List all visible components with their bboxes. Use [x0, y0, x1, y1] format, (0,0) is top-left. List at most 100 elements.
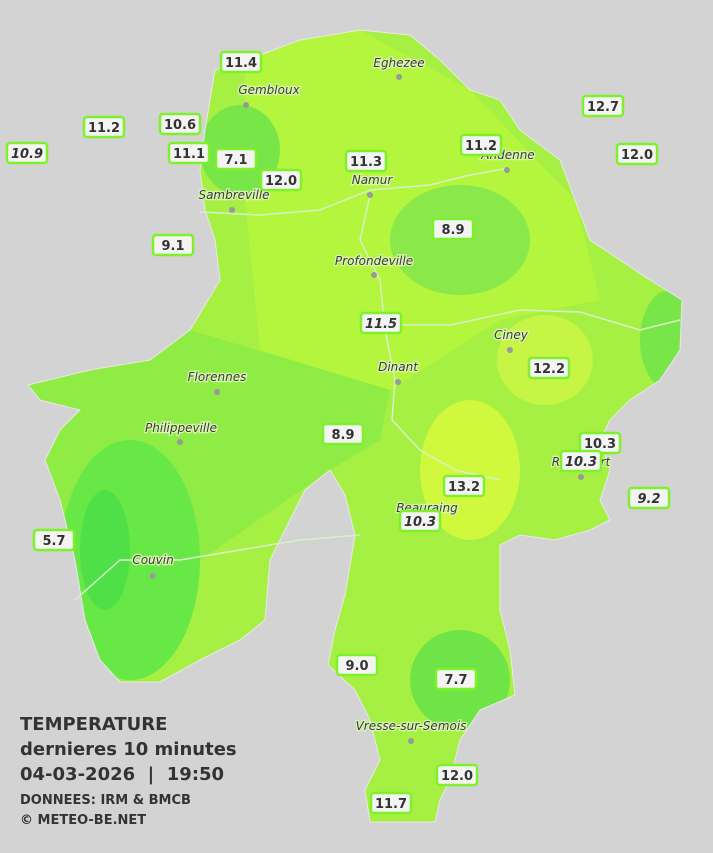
- city-dot: [504, 167, 510, 173]
- station: 11.7: [369, 791, 413, 815]
- station-box: [151, 233, 195, 257]
- station-value: 8.9: [331, 428, 354, 443]
- station-value: 11.3: [350, 155, 382, 170]
- station-box: [435, 763, 479, 787]
- city-dot: [507, 347, 513, 353]
- station-value: 10.3: [565, 455, 597, 470]
- station-box: [219, 50, 263, 74]
- city-dot: [214, 389, 220, 395]
- station: 11.1: [167, 141, 211, 165]
- station-box: [335, 653, 379, 677]
- station-box: [559, 449, 603, 473]
- copyright: © METEO-BE.NET: [20, 813, 146, 828]
- station: 11.2: [459, 133, 503, 157]
- station-value: 11.5: [365, 317, 397, 332]
- map-subtitle: dernieres 10 minutes: [20, 739, 237, 760]
- station-box: [259, 168, 303, 192]
- station-value: 12.0: [265, 174, 297, 189]
- station-box: [627, 486, 671, 510]
- station-value: 12.7: [587, 100, 619, 115]
- station-value: 13.2: [448, 480, 480, 495]
- station-box: [359, 311, 403, 335]
- station: 7.1: [214, 147, 258, 171]
- station-box: [321, 422, 365, 446]
- station: 10.3: [398, 509, 442, 533]
- station-value: 11.7: [375, 797, 407, 812]
- station-box: [527, 356, 571, 380]
- city-label: Namur: [352, 173, 394, 187]
- station: 12.7: [581, 94, 625, 118]
- city-dot: [371, 272, 377, 278]
- station-value: 8.9: [441, 223, 464, 238]
- station-box: [615, 142, 659, 166]
- city-label: Profondeville: [335, 254, 413, 268]
- city-label: Ciney: [494, 328, 529, 342]
- rivers: [74, 167, 681, 601]
- station: 11.2: [82, 115, 126, 139]
- station: 11.4: [219, 50, 263, 74]
- station: 13.2: [442, 474, 486, 498]
- station-value: 7.1: [224, 153, 247, 168]
- city-dot: [177, 439, 183, 445]
- station-value: 11.4: [225, 56, 257, 71]
- city-dot: [150, 573, 156, 579]
- station-box: [32, 528, 76, 552]
- city-label: Philippeville: [145, 421, 217, 435]
- station: 9.2: [627, 486, 671, 510]
- station-box: [344, 149, 388, 173]
- station-box: [5, 141, 49, 165]
- station-value: 12.0: [621, 148, 653, 163]
- station: 10.9: [5, 141, 49, 165]
- station-value: 5.7: [42, 534, 65, 549]
- map-datetime: 04-03-2026 | 19:50: [20, 764, 224, 785]
- city-label: Vresse-sur-Semois: [356, 719, 467, 733]
- station-value: 12.0: [441, 769, 473, 784]
- city-dot: [229, 207, 235, 213]
- city-label: Dinant: [378, 360, 419, 374]
- station: 12.0: [259, 168, 303, 192]
- station-box: [82, 115, 126, 139]
- station: 10.6: [158, 112, 202, 136]
- data-source: DONNEES: IRM & BMCB: [20, 793, 191, 808]
- station-value: 11.2: [465, 139, 497, 154]
- station-value: 12.2: [533, 362, 565, 377]
- city-label: Couvin: [132, 553, 173, 567]
- station: 7.7: [434, 667, 478, 691]
- station-value: 9.0: [345, 659, 368, 674]
- station: 11.5: [359, 311, 403, 335]
- city-label: Gembloux: [238, 83, 300, 97]
- city-dot: [395, 379, 401, 385]
- station: 5.7: [32, 528, 76, 552]
- station-value: 7.7: [444, 673, 467, 688]
- station: 12.0: [615, 142, 659, 166]
- station-value: 10.9: [11, 147, 43, 162]
- city-label: Florennes: [188, 370, 247, 384]
- station-box: [158, 112, 202, 136]
- station-box: [214, 147, 258, 171]
- station: 8.9: [431, 217, 475, 241]
- station-value: 11.2: [88, 121, 120, 136]
- station-box: [581, 94, 625, 118]
- station: 12.2: [527, 356, 571, 380]
- station: 9.0: [335, 653, 379, 677]
- city-dot: [367, 192, 373, 198]
- station: 10.3: [578, 431, 622, 455]
- station-value: 9.2: [637, 492, 660, 507]
- station: 12.0: [435, 763, 479, 787]
- station: 10.3: [559, 449, 603, 473]
- station-box: [434, 667, 478, 691]
- station-value: 9.1: [161, 239, 184, 254]
- city-dot: [408, 738, 414, 744]
- station-value: 10.3: [584, 437, 616, 452]
- station-box: [442, 474, 486, 498]
- city-dot: [396, 74, 402, 80]
- station-value: 10.3: [404, 515, 436, 530]
- station-box: [167, 141, 211, 165]
- city-label: Sambreville: [198, 188, 269, 202]
- station-box: [431, 217, 475, 241]
- station: 11.3: [344, 149, 388, 173]
- station: 9.1: [151, 233, 195, 257]
- station-box: [369, 791, 413, 815]
- city-label: Eghezee: [373, 56, 424, 70]
